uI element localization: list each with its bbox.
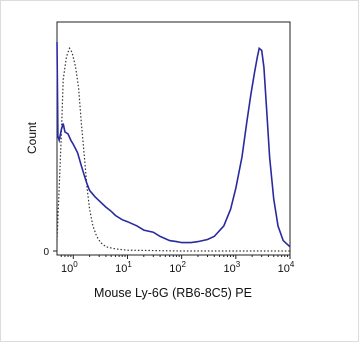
series-layer [56,41,291,252]
x-tick-label: 102 [169,260,186,275]
x-tick-label: 101 [115,260,132,275]
y-tick-layer: 0 [43,247,57,258]
x-tick-label: 100 [61,260,78,275]
plot-frame [56,21,291,256]
series-line-stained [56,41,291,248]
x-tick-label: 103 [223,260,240,275]
y-tick-label: 0 [43,247,49,258]
x-axis-label: Mouse Ly-6G (RB6-8C5) PE [94,286,252,300]
series-line-control [56,46,290,252]
x-tick-layer: 100 101 102 103 104 [60,255,295,275]
plot-area [56,21,291,256]
x-tick-label: 104 [278,260,295,275]
y-axis-label: Count [25,121,39,154]
